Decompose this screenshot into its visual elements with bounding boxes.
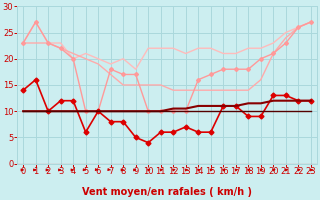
- X-axis label: Vent moyen/en rafales ( km/h ): Vent moyen/en rafales ( km/h ): [82, 187, 252, 197]
